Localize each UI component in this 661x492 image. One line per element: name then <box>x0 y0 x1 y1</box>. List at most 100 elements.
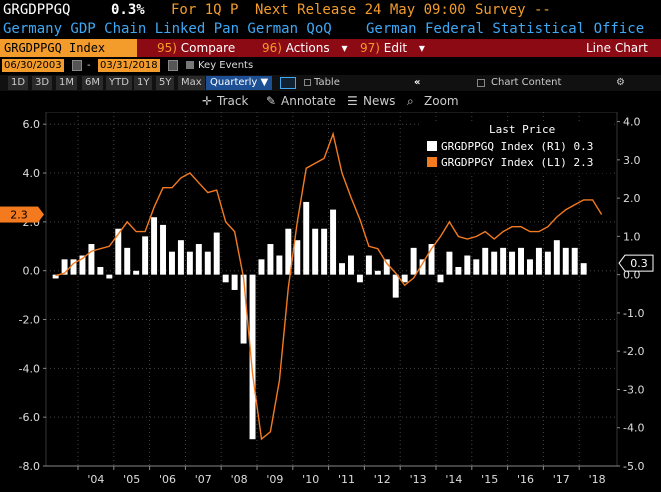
x-tick-label: '18 <box>589 473 606 486</box>
qoq-bar <box>527 259 533 275</box>
qoq-bar <box>509 251 516 275</box>
line-chart-icon[interactable] <box>280 77 296 89</box>
left-last-value: 2.3 <box>10 209 28 222</box>
x-tick-label: '14 <box>445 473 462 486</box>
qoq-bar <box>312 228 319 275</box>
start-date-input[interactable]: 06/30/2003 <box>2 59 64 72</box>
subtitle-bar: Germany GDP Chain Linked Pan German QoQ … <box>0 19 661 39</box>
line-chart[interactable]: 6.04.02.00.0-2.0-4.0-6.0-8.04.03.02.01.0… <box>0 112 661 492</box>
qoq-bar <box>70 259 77 275</box>
yoy-line <box>55 131 603 441</box>
qoq-bar <box>249 274 256 440</box>
left-last-arrow <box>38 206 44 223</box>
qoq-bar <box>482 247 489 275</box>
news-button[interactable]: News <box>363 94 396 108</box>
qoq-bar <box>267 244 274 275</box>
range-1m[interactable]: 1M <box>56 76 77 90</box>
qoq-bar <box>106 274 113 279</box>
collapse-icon[interactable]: « <box>414 77 421 88</box>
qoq-bar <box>544 251 551 275</box>
left-tick-label: -6.0 <box>19 411 40 424</box>
right-tick-label: -4.0 <box>623 422 644 435</box>
qoq-bar <box>160 224 166 275</box>
calendar-icon[interactable] <box>72 60 82 71</box>
left-tick-label: 4.0 <box>23 167 41 180</box>
qoq-bar <box>365 255 372 275</box>
edit-label: Edit <box>383 41 408 55</box>
chevron-down-icon: ▾ <box>418 41 425 55</box>
left-tick-label: 0.0 <box>23 265 41 278</box>
survey-label: Survey -- <box>475 2 551 18</box>
range-6m[interactable]: 6M <box>82 76 103 90</box>
chart-content-button[interactable]: Chart Content <box>491 77 562 88</box>
qoq-bar <box>437 274 444 283</box>
frequency-select[interactable]: Quarterly ▼ <box>206 76 273 90</box>
x-tick-label: '15 <box>481 473 498 486</box>
qoq-bar <box>321 228 328 275</box>
qoq-bar <box>571 247 578 275</box>
qoq-bar <box>374 270 381 275</box>
qoq-bar <box>52 274 59 279</box>
right-tick-label: 0.0 <box>623 269 641 282</box>
last-value: 0.3% <box>111 2 145 18</box>
qoq-bar <box>392 274 399 298</box>
qoq-bar <box>169 251 175 275</box>
range-bar: 1D 3D 1M 6M YTD 1Y 5Y Max Quarterly ▼ Ta… <box>0 75 661 91</box>
left-tick-label: -4.0 <box>19 362 40 375</box>
right-tick-label: 1.0 <box>623 230 641 243</box>
chart-content-icon <box>477 79 485 87</box>
qoq-bar <box>79 255 86 275</box>
security-input[interactable]: GRGDPPGQ Index <box>0 39 137 57</box>
table-icon <box>304 79 311 86</box>
right-tick-label: -2.0 <box>623 345 644 358</box>
date-controls: 06/30/2003 - 03/31/2018 Key Events <box>0 58 661 73</box>
data-source: German Federal Statistical Office <box>366 21 645 37</box>
chart-legend: Last Price GRGDPPGQ Index (R1) 0.3 GRGDP… <box>419 123 612 173</box>
qoq-bar <box>491 251 498 275</box>
x-tick-label: '06 <box>159 473 176 486</box>
qoq-bar <box>133 270 140 275</box>
left-tick-label: -2.0 <box>19 314 40 327</box>
qoq-bar <box>446 251 453 275</box>
end-date-input[interactable]: 03/31/2018 <box>98 59 160 72</box>
qoq-bar <box>285 228 292 275</box>
range-max[interactable]: Max <box>178 76 205 90</box>
edit-number: 97) <box>360 41 380 55</box>
edit-button[interactable]: 97) Edit ▾ <box>360 39 425 57</box>
checkbox-icon[interactable] <box>186 61 194 69</box>
compare-button[interactable]: 95) Compare <box>157 39 235 57</box>
table-button[interactable]: Table <box>314 77 340 88</box>
range-5y[interactable]: 5Y <box>156 76 175 90</box>
qoq-bar <box>419 259 426 275</box>
range-1d[interactable]: 1D <box>8 76 29 90</box>
qoq-bar <box>195 244 202 275</box>
gear-icon[interactable]: ⚙ <box>616 77 625 88</box>
zoom-button[interactable]: Zoom <box>424 94 459 108</box>
qoq-bar <box>383 259 390 275</box>
range-ytd[interactable]: YTD <box>106 76 132 90</box>
range-1y[interactable]: 1Y <box>134 76 153 90</box>
key-events-label: Key Events <box>198 60 254 71</box>
x-tick-label: '10 <box>302 473 319 486</box>
legend-swatch <box>427 157 437 167</box>
track-button[interactable]: Track <box>217 94 249 108</box>
range-3d[interactable]: 3D <box>32 76 53 90</box>
right-tick-label: -3.0 <box>623 383 644 396</box>
right-tick-label: 2.0 <box>623 192 641 205</box>
x-tick-label: '07 <box>195 473 212 486</box>
command-bar: GRGDPPGQ Index 95) Compare 96) Actions ▾… <box>0 39 661 57</box>
right-tick-label: -1.0 <box>623 307 644 320</box>
actions-label: Actions <box>285 41 330 55</box>
legend-label: GRGDPPGQ Index (R1) 0.3 <box>441 140 594 153</box>
qoq-bar <box>455 266 462 275</box>
actions-button[interactable]: 96) Actions ▾ <box>262 39 347 57</box>
qoq-bar <box>61 259 68 275</box>
qoq-bar <box>115 228 122 275</box>
annotate-button[interactable]: Annotate <box>281 94 336 108</box>
calendar-icon[interactable] <box>168 60 178 71</box>
legend-title: Last Price <box>489 123 556 136</box>
title-bar: GRGDPPGQ 0.3% For 1Q P Next Release 24 M… <box>0 0 661 20</box>
qoq-bar <box>473 259 480 275</box>
qoq-bar <box>303 201 310 275</box>
chevron-down-icon: ▾ <box>341 41 348 55</box>
